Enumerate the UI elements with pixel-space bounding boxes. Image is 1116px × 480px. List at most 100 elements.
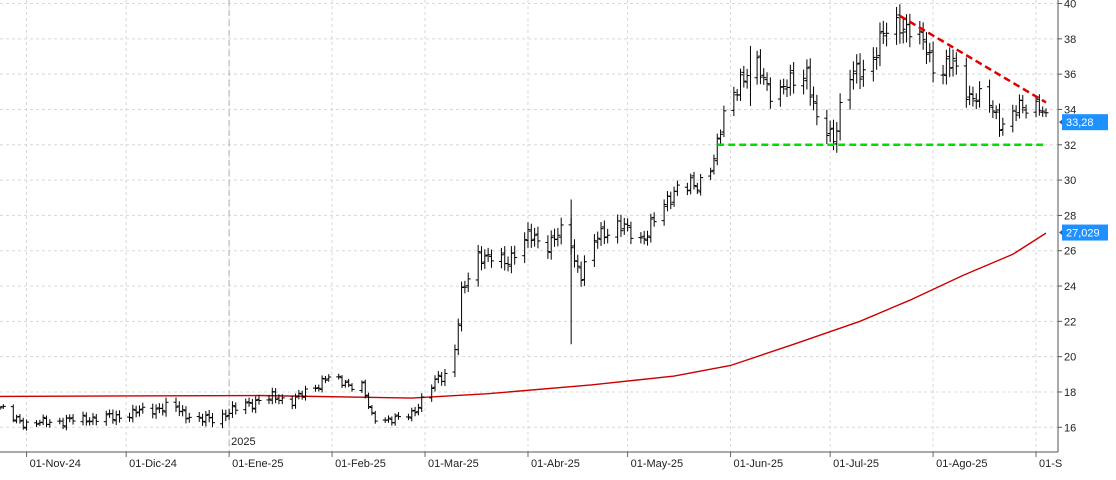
last-price-label: 33,28	[1059, 114, 1108, 131]
ohlc-bar	[93, 414, 99, 426]
ohlc-bar	[279, 394, 285, 405]
x-tick-label: 01-S	[1039, 458, 1062, 470]
x-tick-label: 01-Ago-25	[936, 458, 987, 470]
ohlc-bar	[488, 249, 494, 268]
ohlc-bar	[1036, 94, 1042, 116]
moving-average-line	[0, 232, 1047, 399]
ohlc-bar	[130, 404, 136, 423]
ohlc-bar	[512, 245, 518, 265]
ohlc-bar	[837, 93, 843, 141]
ohlc-bar	[884, 22, 890, 47]
y-tick-label: 38	[1064, 34, 1076, 46]
ohlc-bar	[870, 47, 876, 82]
ohlc-bar	[625, 218, 631, 232]
ohlc-bar	[478, 246, 484, 271]
ohlc-bar	[395, 412, 401, 420]
ohlc-bar	[435, 370, 441, 384]
y-tick-label: 26	[1064, 246, 1076, 258]
moving-average-value-label: 27,029	[1059, 224, 1108, 241]
y-tick-label: 40	[1064, 0, 1076, 11]
ohlc-bar	[322, 375, 328, 384]
ohlc-bar	[641, 230, 647, 245]
ohlc-bar	[233, 402, 239, 415]
ohlc-bar	[103, 410, 109, 426]
ohlc-bar	[70, 414, 76, 425]
ohlc-bar	[150, 403, 156, 419]
ohlc-bar	[791, 62, 797, 94]
ohlc-bar	[578, 261, 584, 287]
ohlc-bar	[850, 61, 856, 90]
ohlc-bar	[203, 410, 209, 427]
ohlc-bar	[904, 14, 910, 43]
ohlc-bar	[186, 412, 192, 423]
ohlc-bar	[505, 256, 511, 272]
ohlc-bar	[34, 420, 40, 427]
ohlc-bar	[10, 404, 16, 423]
ohlc-bar	[1043, 108, 1049, 118]
y-tick-label: 24	[1064, 281, 1076, 293]
value-box	[1062, 114, 1108, 131]
ohlc-bar	[1013, 105, 1019, 122]
ohlc-bar	[1040, 106, 1046, 117]
ohlc-bar	[1000, 117, 1006, 136]
x-tick-label: 01-Dic-24	[129, 458, 177, 470]
ohlc-bar	[253, 396, 259, 414]
ohlc-bar	[977, 81, 983, 108]
ohlc-bar	[754, 50, 760, 85]
ohlc-bar	[953, 52, 959, 75]
ohlc-bar	[429, 384, 435, 402]
ohlc-bar	[814, 94, 820, 126]
ohlc-bar	[20, 417, 26, 430]
resistance-line	[899, 14, 1047, 104]
ohlc-bar	[17, 414, 23, 424]
ohlc-bar	[781, 78, 787, 95]
ohlc-bar	[83, 412, 89, 426]
y-tick-label: 34	[1064, 104, 1076, 116]
ohlc-bar	[973, 93, 979, 110]
ohlc-bar	[967, 85, 973, 106]
y-tick-label: 16	[1064, 422, 1076, 434]
ohlc-bar	[807, 58, 813, 106]
ohlc-bar	[691, 171, 697, 190]
ohlc-bar	[525, 222, 531, 248]
ohlc-bar	[183, 406, 189, 424]
ohlc-bar	[342, 379, 348, 388]
ohlc-bar	[366, 392, 372, 410]
ohlc-bar	[316, 384, 322, 392]
ohlc-bar	[757, 49, 763, 85]
ohlc-bar	[601, 220, 607, 245]
ohlc-bar	[694, 182, 700, 194]
ohlc-bar	[163, 397, 169, 417]
ohlc-bar	[943, 49, 949, 85]
ohlc-bar	[787, 64, 793, 96]
ohlc-bar	[598, 222, 604, 246]
ohlc-bar	[741, 65, 747, 88]
ohlc-bar	[801, 69, 807, 95]
value-box	[1062, 224, 1108, 241]
ohlc-bar	[804, 59, 810, 90]
ohlc-bar	[110, 409, 116, 424]
ohlc-bar	[963, 57, 969, 108]
ohlc-bar	[412, 406, 418, 417]
ohlc-bar	[645, 230, 651, 246]
value-text: 27,029	[1066, 228, 1100, 240]
ohlc-bar	[721, 105, 727, 138]
ohlc-bar	[990, 100, 996, 119]
ohlc-bar	[708, 167, 714, 181]
ohlc-bar	[522, 232, 528, 264]
ohlc-bar	[923, 32, 929, 65]
ohlc-bar	[14, 414, 20, 424]
ohlc-bar	[764, 72, 770, 91]
ohlc-bar	[917, 20, 923, 45]
x-tick-label: 01-Ene-25	[232, 458, 283, 470]
ohlc-bar	[970, 86, 976, 107]
ohlc-bar	[940, 65, 946, 85]
ohlc-bar	[548, 230, 554, 260]
ohlc-bar	[210, 412, 216, 428]
ohlc-bar	[372, 410, 378, 424]
ohlc-bar	[465, 272, 471, 293]
ohlc-bar	[455, 318, 461, 356]
ohlc-bar	[223, 409, 229, 422]
ohlc-bar	[605, 228, 611, 244]
